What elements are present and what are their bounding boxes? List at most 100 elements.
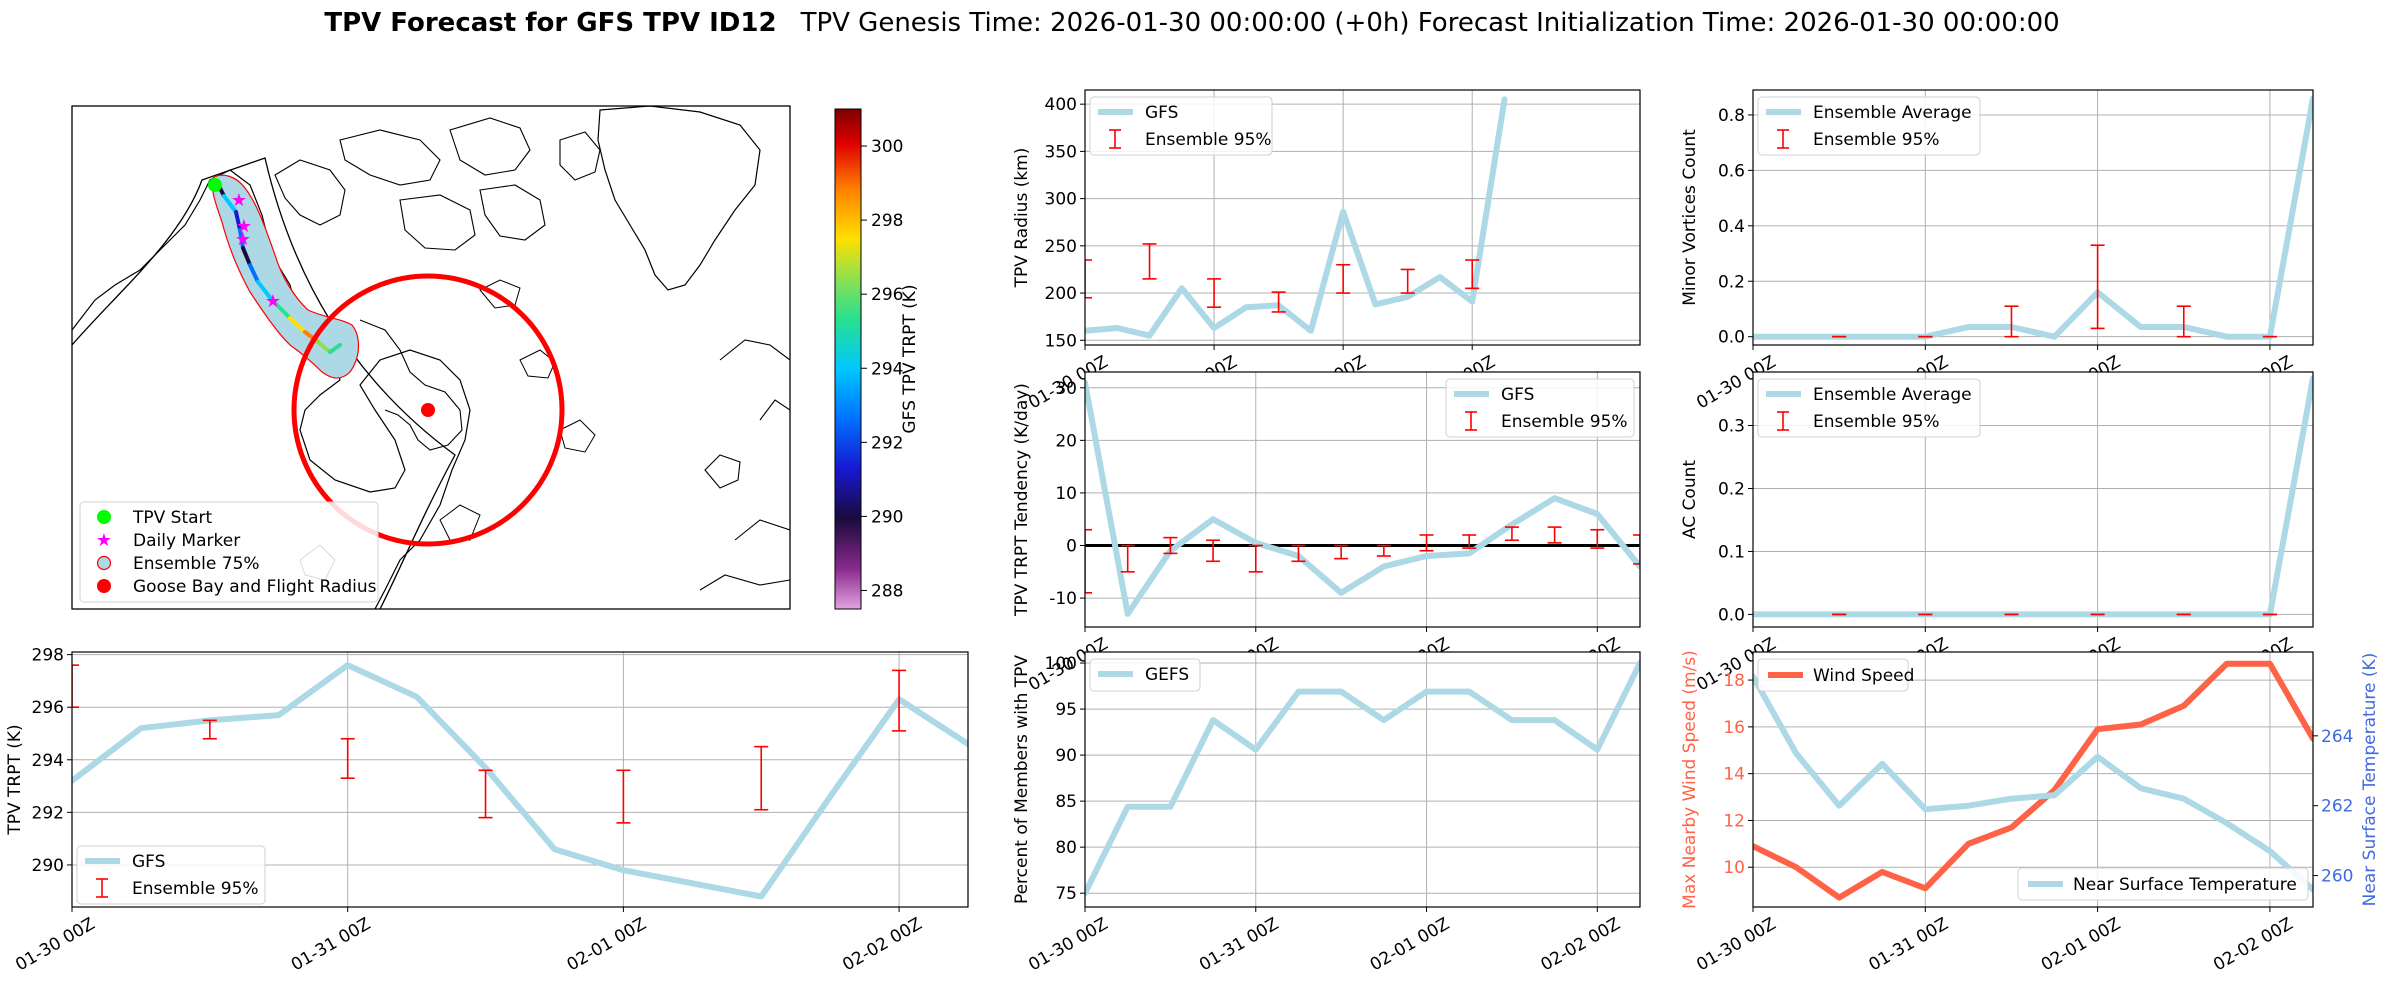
x-tick-label: 01-31 00Z bbox=[1866, 914, 1952, 975]
y-tick-label: 0.2 bbox=[1718, 479, 1745, 499]
errorbar bbox=[1590, 528, 1605, 549]
legend-label: GFS bbox=[1501, 385, 1534, 405]
errorbar bbox=[754, 745, 769, 811]
errorbar bbox=[616, 769, 631, 824]
legend-ensemble-75: Ensemble 75% bbox=[133, 554, 260, 574]
plot-frame bbox=[1084, 651, 1641, 908]
x-tick-label: 02-02 00Z bbox=[839, 914, 925, 975]
legend-label: Ensemble Average bbox=[1813, 385, 1972, 405]
tpv-track bbox=[217, 184, 342, 354]
legend: GFS Ensemble 95% bbox=[1445, 378, 1635, 438]
y-axis-label: TPV Radius (km) bbox=[1012, 148, 1032, 289]
colorbar-tick-label: 290 bbox=[871, 507, 903, 527]
colorbar-tick-label: 296 bbox=[871, 285, 903, 305]
y-tick-label: 10 bbox=[1723, 858, 1745, 878]
figure-title: TPV Forecast for GFS TPV ID12 TPV Genesis… bbox=[324, 8, 2059, 38]
colorbar-tick-label: 300 bbox=[871, 137, 903, 157]
legend-box bbox=[2017, 867, 2309, 901]
legend-box bbox=[76, 845, 266, 905]
map-coastline-labrador bbox=[359, 319, 463, 451]
errorbar bbox=[1336, 263, 1351, 294]
series-layer bbox=[1085, 96, 1508, 339]
x-tick-label: 01-31 00Z bbox=[1196, 914, 1282, 975]
y-tick-label: 294 bbox=[32, 751, 64, 771]
legend-label: Ensemble 95% bbox=[1145, 130, 1272, 150]
x-tick-label: 02-01 00Z bbox=[2038, 914, 2124, 975]
daily-marker: ★ bbox=[235, 229, 251, 250]
errorbar bbox=[1465, 259, 1480, 290]
y-tick-label: -10 bbox=[1049, 589, 1077, 609]
y-axis-label: AC Count bbox=[1680, 460, 1700, 539]
errorbar bbox=[1163, 536, 1178, 555]
legend-goose-bay: Goose Bay and Flight Radius bbox=[133, 577, 377, 597]
legend-label: GEFS bbox=[1145, 665, 1189, 685]
errorbar bbox=[1633, 534, 1640, 565]
legend: GEFS bbox=[1089, 658, 1201, 692]
y-tick-label: 12 bbox=[1723, 811, 1745, 831]
errorbar bbox=[1206, 539, 1221, 563]
colorbar-tick-label: 294 bbox=[871, 359, 903, 379]
chart-members: 75 80 85 90 95 100 01-30 00Z 01-31 00Z 02-01 00Z… bbox=[1012, 651, 1641, 975]
x-tick-label: 01-30 00Z bbox=[12, 914, 98, 975]
legend-label: Ensemble 95% bbox=[1813, 130, 1940, 150]
plot-frame bbox=[1752, 89, 2314, 346]
y-tick-label: 0.4 bbox=[1718, 217, 1745, 237]
legend-label: Ensemble Average bbox=[1813, 103, 1972, 123]
y-tick-label: 16 bbox=[1723, 718, 1745, 738]
ensemble-errorbars bbox=[72, 664, 907, 824]
errorbar bbox=[2176, 305, 2191, 338]
errorbar bbox=[1207, 278, 1222, 309]
legend-box bbox=[1089, 96, 1273, 156]
series-line-wind-speed bbox=[1753, 660, 2313, 901]
legend-box bbox=[1757, 378, 1981, 438]
y-tick-label: 250 bbox=[1045, 237, 1077, 257]
map-coastline-arctic-islands bbox=[274, 117, 601, 251]
legend: GFS Ensemble 95% bbox=[76, 845, 266, 905]
errorbar bbox=[1291, 544, 1306, 563]
series-layer bbox=[1753, 375, 2313, 618]
y-tick-label: 14 bbox=[1723, 765, 1745, 785]
series-layer bbox=[72, 662, 968, 900]
daily-markers: ★ ★ ★ ★ bbox=[231, 190, 281, 312]
y-tick-label: 298 bbox=[32, 646, 64, 666]
legend: Ensemble Average Ensemble 95% bbox=[1757, 378, 1981, 438]
legend-label: Ensemble 95% bbox=[132, 879, 259, 899]
errorbar bbox=[1271, 291, 1286, 313]
legend-label: GFS bbox=[132, 852, 165, 872]
y-axis: 0.0 0.2 0.4 0.6 0.8 bbox=[1718, 106, 1753, 348]
colorbar-gradient bbox=[834, 108, 862, 610]
errorbar bbox=[1376, 544, 1391, 557]
map-coastline-misc bbox=[299, 279, 596, 581]
series-line-gfs bbox=[1085, 96, 1508, 339]
colorbar-tick-label: 288 bbox=[871, 581, 903, 601]
colorbar-ticks: 288 290 292 294 296 298 300 bbox=[861, 137, 903, 601]
y-tick-label: 0.8 bbox=[1718, 106, 1745, 126]
errorbar bbox=[1504, 526, 1519, 542]
y-tick-label: 0.2 bbox=[1718, 272, 1745, 292]
figure-title-rest: TPV Genesis Time: 2026-01-30 00:00:00 (+… bbox=[800, 8, 2060, 38]
legend-box bbox=[1089, 658, 1201, 692]
errorbar bbox=[72, 664, 79, 709]
errorbar bbox=[1120, 544, 1135, 573]
errorbar bbox=[2090, 244, 2105, 330]
legend-label: Near Surface Temperature bbox=[2073, 875, 2297, 895]
x-tick-label: 01-30 00Z bbox=[1025, 914, 1111, 975]
legend-label: Wind Speed bbox=[1813, 666, 1914, 686]
series-line-gfs bbox=[72, 662, 968, 900]
plot-frame bbox=[1752, 651, 2314, 908]
legend: GFS Ensemble 95% bbox=[1089, 96, 1273, 156]
x-tick-label: 01-31 00Z bbox=[288, 914, 374, 975]
plot-frame bbox=[1084, 371, 1641, 628]
map-legend: TPV Start ★ Daily Marker Ensemble 75% Go… bbox=[79, 501, 379, 603]
ensemble-errorbars bbox=[1085, 243, 1480, 313]
chart-wind_temp: 10 12 14 16 18 01-30 00Z 01-31 00Z 02-01 00Z 02-… bbox=[1680, 650, 2380, 975]
y-axis: 290 292 294 296 298 bbox=[32, 646, 72, 876]
map-geography: ★ ★ ★ ★ TPV Start ★ Daily Marker bbox=[72, 106, 790, 609]
x-tick-label: 02-02 00Z bbox=[1538, 914, 1624, 975]
map-panel: ★ ★ ★ ★ TPV Start ★ Daily Marker bbox=[71, 105, 920, 610]
daily-marker: ★ bbox=[236, 216, 252, 237]
